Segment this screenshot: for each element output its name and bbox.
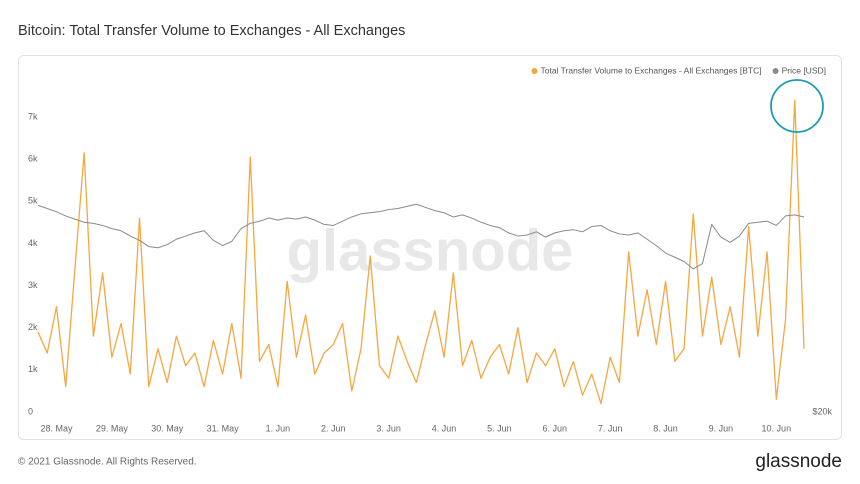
- x-tick-label: 28. May: [40, 423, 73, 433]
- y-tick-label: 2k: [28, 322, 38, 332]
- x-tick-label: 2. Jun: [321, 423, 346, 433]
- y-tick-label: 7k: [28, 111, 38, 121]
- x-tick-label: 1. Jun: [266, 423, 291, 433]
- series-line: [37, 99, 805, 405]
- x-tick-label: 31. May: [207, 423, 240, 433]
- highlight-circle: [770, 79, 824, 133]
- x-tick-label: 5. Jun: [487, 423, 512, 433]
- x-tick-label: 10. Jun: [762, 423, 792, 433]
- x-tick-label: 9. Jun: [709, 423, 734, 433]
- y-tick-label: 3k: [28, 280, 38, 290]
- y-tick-label: 5k: [28, 196, 38, 206]
- plot-frame: [18, 55, 842, 440]
- y2-tick-label: $20k: [812, 406, 832, 416]
- y-tick-label: 1k: [28, 364, 38, 374]
- x-tick-label: 8. Jun: [653, 423, 678, 433]
- footer: © 2021 Glassnode. All Rights Reserved.: [18, 457, 197, 468]
- x-tick-label: 3. Jun: [376, 423, 401, 433]
- x-tick-label: 6. Jun: [543, 423, 568, 433]
- legend: Price [USD] Total Transfer Volume to Exch…: [531, 65, 826, 75]
- y-tick-label: 6k: [28, 154, 38, 164]
- x-tick-label: 7. Jun: [598, 423, 623, 433]
- legend-label: Price [USD]: [782, 65, 826, 75]
- logo: glassnode: [755, 451, 842, 472]
- legend-marker: [772, 68, 779, 74]
- plot-area: 0 1k 2k 3k 4k 5k 6k 7k $20k 28. May 29. May 30. May…: [28, 99, 832, 433]
- y-tick-label: 4k: [28, 238, 38, 248]
- legend-label: Total Transfer Volume to Exchanges - All…: [540, 65, 761, 75]
- y-tick-label: 0: [28, 406, 33, 416]
- x-tick-label: 30. May: [151, 423, 184, 433]
- watermark: glassnode: [287, 218, 574, 283]
- x-tick-label: 4. Jun: [432, 423, 457, 433]
- legend-marker: [531, 68, 538, 74]
- chart-title: Bitcoin: Total Transfer Volume to Exchan…: [18, 23, 405, 39]
- x-tick-label: 29. May: [96, 423, 129, 433]
- series-line: [37, 203, 805, 270]
